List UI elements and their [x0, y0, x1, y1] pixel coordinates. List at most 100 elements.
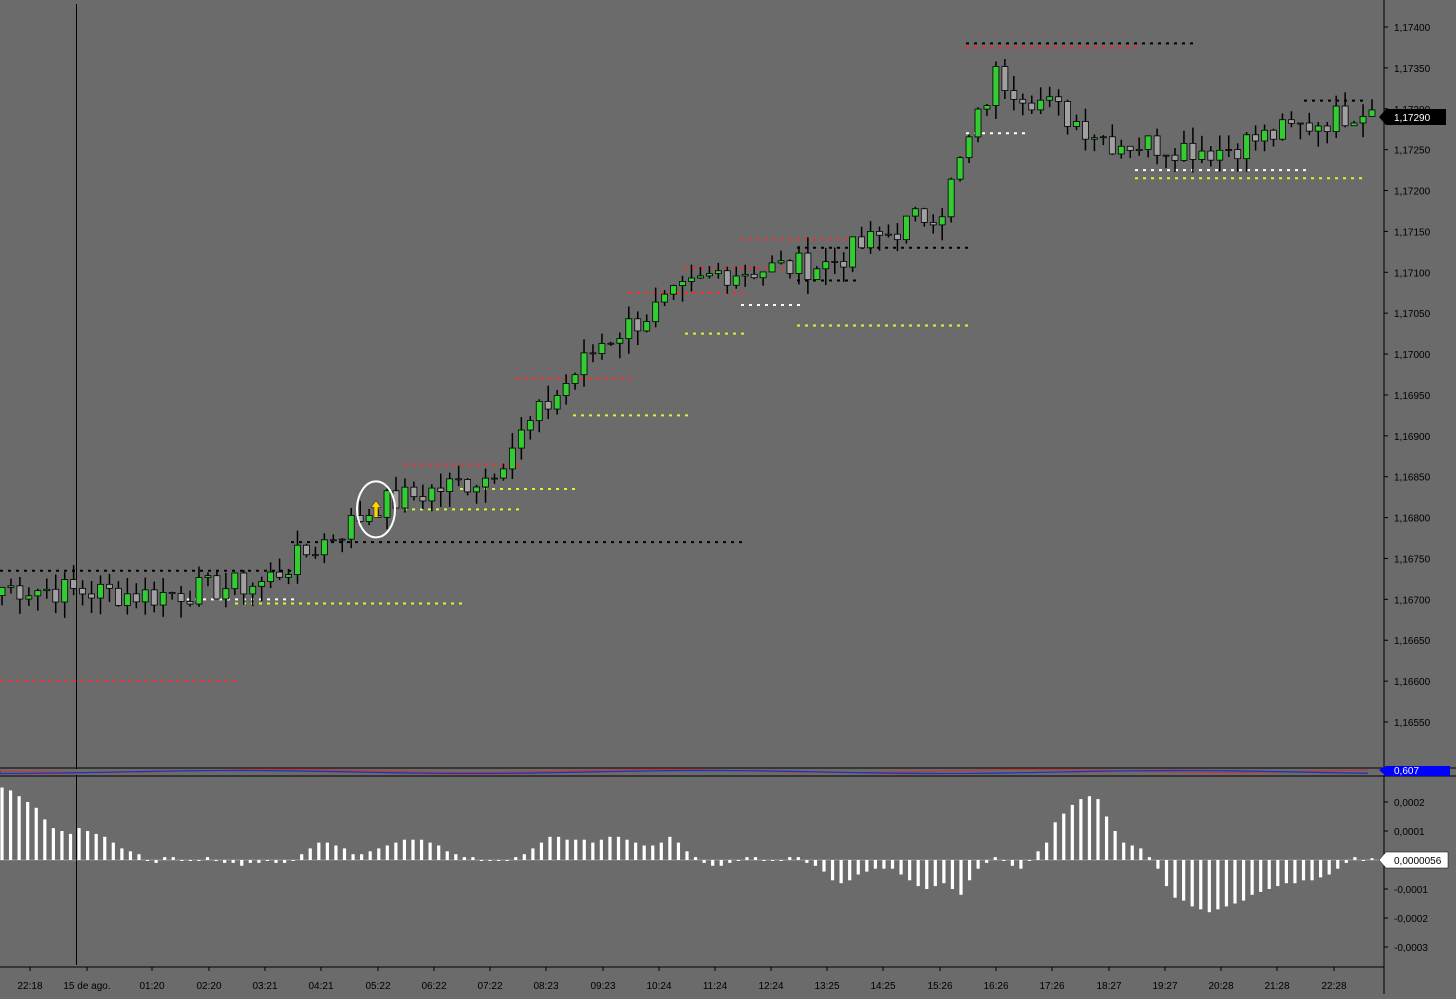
candle[interactable] — [1243, 134, 1251, 160]
candle[interactable] — [285, 574, 292, 578]
candle[interactable] — [508, 447, 516, 470]
histogram-bar[interactable] — [599, 839, 603, 860]
candle[interactable] — [311, 554, 319, 557]
time-axis[interactable]: 22:18 15 de ago. 01:20 02:20 03:21 04:21 05:22… — [17, 967, 1347, 992]
candle[interactable] — [625, 318, 633, 340]
candle[interactable] — [1135, 148, 1143, 151]
histogram-bar[interactable] — [1130, 845, 1134, 861]
candle[interactable] — [1046, 96, 1054, 101]
histogram-bar[interactable] — [120, 848, 124, 860]
histogram-bar[interactable] — [419, 839, 424, 860]
candle[interactable] — [1234, 149, 1242, 160]
histogram-bar[interactable] — [642, 845, 646, 861]
histogram-bar[interactable] — [848, 860, 852, 881]
histogram-bar[interactable] — [68, 833, 73, 860]
histogram-bar[interactable] — [77, 828, 81, 860]
histogram-bar[interactable] — [368, 851, 372, 860]
candle[interactable] — [213, 575, 221, 600]
candle[interactable] — [670, 285, 677, 295]
histogram-bar[interactable] — [1027, 860, 1032, 861]
histogram-bar[interactable] — [771, 860, 775, 861]
candle[interactable] — [1350, 122, 1358, 127]
candle[interactable] — [929, 222, 937, 226]
histogram-bar[interactable] — [873, 860, 877, 869]
candle[interactable] — [383, 490, 391, 518]
candle[interactable] — [276, 571, 283, 578]
candle[interactable] — [1252, 134, 1259, 142]
histogram-bar[interactable] — [128, 851, 133, 860]
candle[interactable] — [1341, 105, 1349, 127]
candle[interactable] — [446, 478, 454, 492]
candle[interactable] — [1279, 119, 1286, 140]
candle[interactable] — [150, 589, 158, 606]
candle[interactable] — [741, 273, 749, 277]
candle[interactable] — [643, 321, 651, 332]
candle[interactable] — [7, 585, 15, 588]
histogram-bar[interactable] — [1344, 860, 1348, 863]
histogram-bar[interactable] — [60, 831, 64, 860]
candle[interactable] — [992, 66, 1000, 106]
histogram-bar[interactable] — [351, 854, 355, 860]
histogram-bar[interactable] — [1293, 860, 1297, 884]
candle[interactable] — [365, 515, 373, 522]
histogram-bar[interactable] — [1361, 860, 1366, 861]
candle[interactable] — [974, 108, 982, 138]
candle[interactable] — [482, 477, 489, 488]
histogram-bar[interactable] — [26, 802, 30, 860]
candle[interactable] — [240, 572, 248, 595]
histogram-bar[interactable] — [1241, 860, 1246, 901]
candle[interactable] — [464, 479, 472, 493]
candle[interactable] — [517, 429, 525, 449]
candle[interactable] — [1270, 129, 1277, 140]
candle[interactable] — [876, 231, 883, 236]
histogram-bar[interactable] — [377, 848, 381, 860]
histogram-bar[interactable] — [753, 857, 758, 860]
candle[interactable] — [419, 496, 427, 502]
candle[interactable] — [688, 277, 695, 282]
candle[interactable] — [777, 260, 785, 264]
candle[interactable] — [1189, 142, 1197, 160]
candle[interactable] — [867, 231, 874, 249]
candle[interactable] — [965, 136, 973, 159]
candle[interactable] — [1117, 145, 1125, 155]
candle[interactable] — [249, 585, 257, 595]
histogram-bar[interactable] — [154, 860, 158, 863]
histogram-bar[interactable] — [1002, 860, 1006, 861]
candle[interactable] — [580, 352, 588, 376]
candle[interactable] — [535, 401, 543, 422]
histogram-bar[interactable] — [1173, 860, 1177, 898]
candle[interactable] — [562, 383, 570, 396]
histogram-bar[interactable] — [668, 836, 672, 860]
candle[interactable] — [679, 281, 686, 287]
histogram-bar[interactable] — [325, 842, 329, 860]
candle[interactable] — [795, 252, 803, 274]
candle[interactable] — [1064, 101, 1071, 127]
histogram-bar[interactable] — [839, 860, 843, 884]
histogram-bar[interactable] — [719, 860, 723, 866]
histogram-bar[interactable] — [634, 842, 638, 860]
histogram-bar[interactable] — [86, 831, 90, 860]
candle[interactable] — [491, 477, 498, 480]
candle[interactable] — [52, 588, 60, 603]
histogram-bar[interactable] — [171, 857, 175, 860]
histogram-bar[interactable] — [985, 860, 989, 863]
histogram-bar[interactable] — [967, 860, 972, 881]
histogram-bar[interactable] — [1327, 860, 1331, 875]
candle[interactable] — [1144, 135, 1152, 150]
histogram-bar[interactable] — [736, 860, 740, 861]
candle[interactable] — [410, 486, 418, 498]
candle[interactable] — [1010, 90, 1018, 100]
histogram-bar[interactable] — [1156, 860, 1160, 869]
candle[interactable] — [437, 487, 445, 492]
candle[interactable] — [840, 260, 848, 268]
candle[interactable] — [607, 342, 615, 345]
histogram-bar[interactable] — [702, 860, 706, 863]
histogram-bar[interactable] — [462, 857, 466, 860]
histogram-bar[interactable] — [805, 860, 809, 863]
histogram-bar[interactable] — [103, 836, 107, 860]
candle[interactable] — [598, 343, 606, 354]
candle[interactable] — [902, 215, 910, 241]
histogram-bar[interactable] — [1276, 860, 1280, 887]
histogram-bar[interactable] — [582, 839, 586, 860]
